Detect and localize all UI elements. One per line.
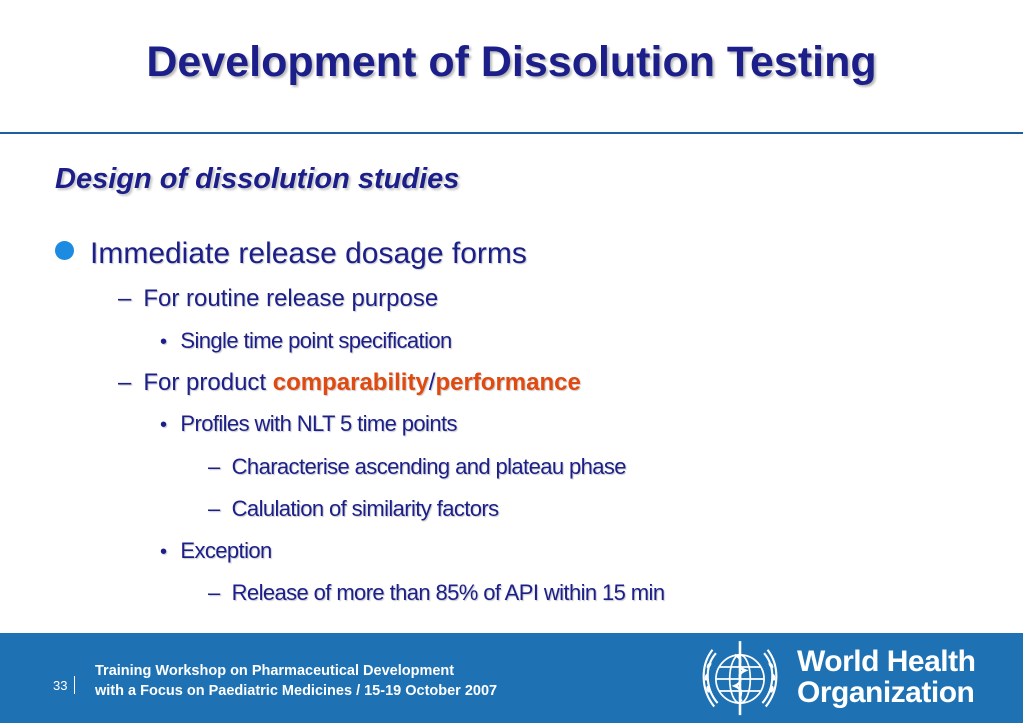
who-name-line2: Organization — [797, 676, 975, 709]
bullet-level3: • Exception — [160, 538, 272, 564]
bullet-level2: – For routine release purpose — [118, 285, 438, 313]
bullet-text: Calulation of similarity factors — [231, 496, 500, 521]
bullet-level4: – Release of more than 85% of API within … — [208, 580, 665, 606]
footer-line1: Training Workshop on Pharmaceutical Deve… — [95, 663, 455, 679]
bullet-level3: • Profiles with NLT 5 time points — [160, 411, 457, 437]
who-name-line1: World Health — [797, 645, 976, 678]
bullet-icon: • — [160, 541, 167, 563]
footer-caption: Training Workshop on Pharmaceutical Deve… — [95, 661, 497, 701]
bullet-text: Profiles with NLT 5 time points — [180, 411, 457, 436]
bullet-text-prefix: For product — [143, 369, 273, 396]
bullet-level3: • Single time point specification — [160, 328, 452, 354]
bullet-text: Release of more than 85% of API within 1… — [231, 580, 665, 605]
who-emblem-icon — [702, 641, 778, 716]
bullet-level4: – Calulation of similarity factors — [208, 496, 499, 522]
dash-icon: – — [208, 496, 220, 521]
slash-separator: / — [428, 369, 436, 396]
who-wordmark: World Health Organization — [797, 645, 976, 709]
bullet-level1: Immediate release dosage forms — [55, 237, 527, 271]
highlight-performance: performance — [435, 369, 581, 396]
bullet-text: Immediate release dosage forms — [90, 237, 527, 270]
bullet-icon: • — [160, 331, 167, 353]
bullet-icon: • — [160, 414, 167, 436]
footer-line2: with a Focus on Paediatric Medicines / 1… — [95, 683, 498, 699]
dash-icon: – — [118, 285, 132, 312]
bullet-text: Characterise ascending and plateau phase — [231, 454, 627, 479]
section-subtitle: Design of dissolution studies — [55, 163, 460, 195]
bullet-text: Exception — [180, 538, 272, 563]
dash-icon: – — [118, 369, 132, 396]
bullet-text: Single time point specification — [180, 328, 452, 353]
dash-icon: – — [208, 580, 220, 605]
slide-title: Development of Dissolution Testing — [146, 38, 877, 86]
bullet-dot-icon — [55, 241, 74, 260]
page-number-separator — [74, 676, 75, 694]
bullet-level2: – For product comparability/performance — [118, 369, 581, 397]
dash-icon: – — [208, 454, 220, 479]
page-number: 33 — [53, 678, 68, 693]
title-divider — [0, 132, 1023, 134]
bullet-text: For routine release purpose — [143, 285, 439, 312]
footer-bar — [0, 633, 1023, 723]
bullet-level4: – Characterise ascending and plateau phas… — [208, 454, 627, 480]
highlight-comparability: comparability — [272, 369, 429, 396]
